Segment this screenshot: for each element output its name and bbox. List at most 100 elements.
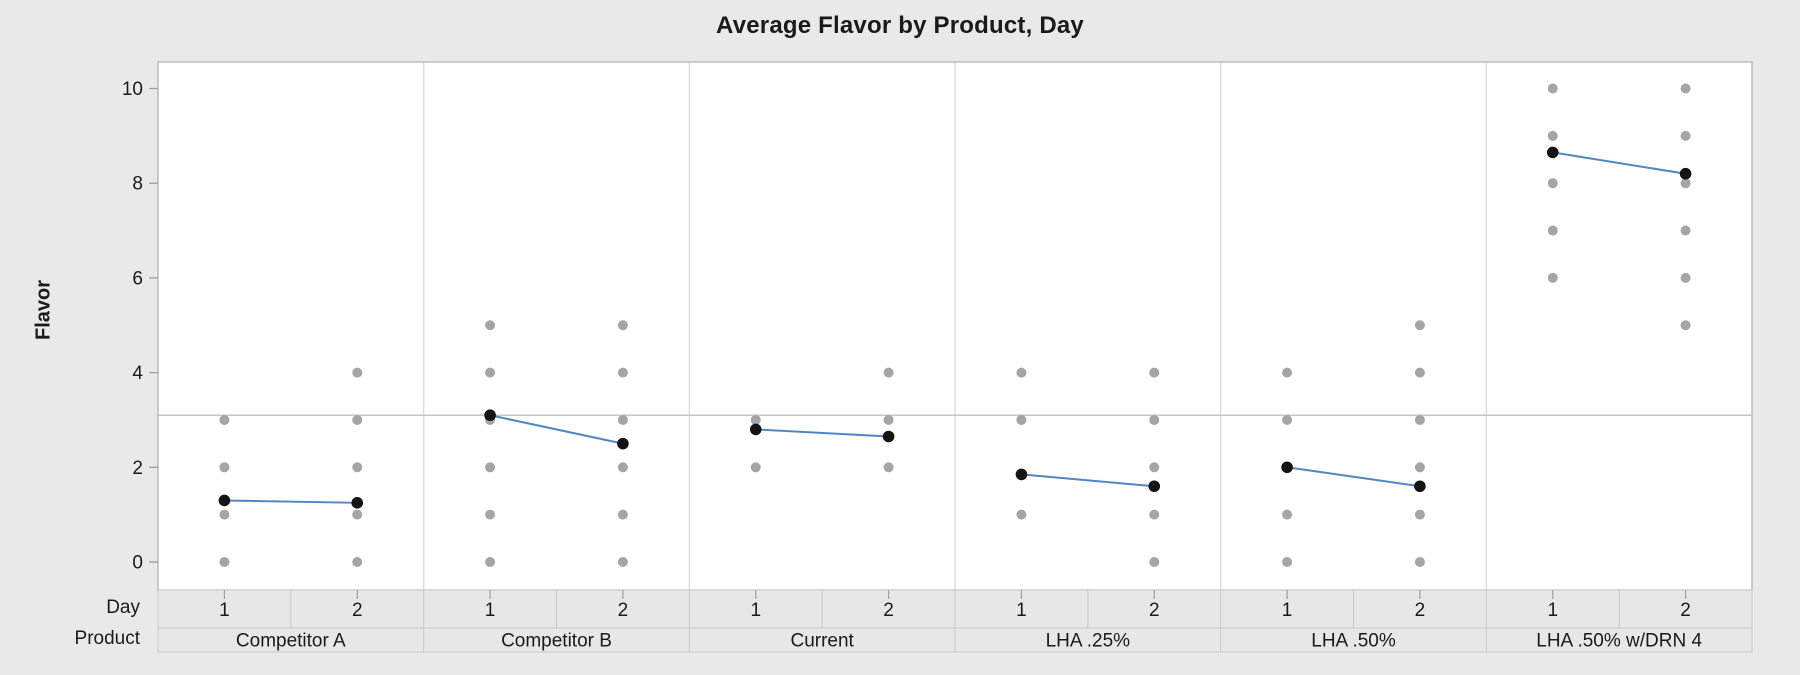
- individual-value-dot: [750, 462, 761, 473]
- day-cell-label: 1: [219, 600, 230, 621]
- individual-value-dot: [883, 462, 894, 473]
- individual-value-dot: [219, 414, 230, 425]
- product-row-label: Product: [74, 628, 140, 649]
- day-cell-label: 1: [1547, 600, 1558, 621]
- individual-value-dot: [1680, 225, 1691, 236]
- individual-value-dot: [352, 462, 363, 473]
- day-cell-label: 1: [750, 600, 761, 621]
- mean-connect-line: [1552, 151, 1686, 175]
- individual-value-dot: [1547, 178, 1558, 189]
- individual-value-dot: [1414, 509, 1425, 520]
- individual-value-dot: [1547, 225, 1558, 236]
- individual-value-dot: [485, 509, 496, 520]
- individual-value-dot: [617, 557, 628, 567]
- individual-value-dot: [617, 462, 628, 473]
- individual-value-dot: [219, 509, 230, 520]
- individual-value-dot: [1149, 414, 1160, 425]
- individual-value-dot: [1282, 414, 1293, 425]
- day-cell-label: 2: [1680, 600, 1691, 621]
- y-tick-label: 6: [132, 268, 143, 289]
- individual-value-dot: [219, 557, 230, 567]
- individual-value-dot: [1282, 509, 1293, 520]
- individual-value-dot: [219, 462, 230, 473]
- individual-value-dot: [1149, 509, 1160, 520]
- mean-dot: [882, 430, 895, 443]
- day-cell-label: 2: [352, 600, 363, 621]
- mean-dot: [218, 494, 231, 507]
- individual-value-dot: [1547, 83, 1558, 94]
- mean-dot: [1679, 167, 1692, 180]
- product-cell-label: LHA .50%: [1311, 631, 1396, 652]
- mean-dot: [617, 437, 629, 450]
- individual-value-dot: [750, 414, 761, 425]
- y-tick-label: 4: [132, 363, 143, 384]
- mean-connect-line: [489, 414, 624, 445]
- day-row-label: Day: [106, 597, 140, 618]
- mean-dot: [484, 409, 496, 422]
- individual-value-dot: [352, 509, 363, 520]
- day-cell-label: 1: [1282, 600, 1293, 621]
- individual-value-dot: [1547, 272, 1558, 283]
- individual-value-dot: [485, 320, 496, 331]
- mean-dot: [1546, 146, 1559, 159]
- mean-dot: [749, 423, 762, 436]
- mean-dot: [351, 497, 364, 509]
- individual-value-dot: [1414, 414, 1425, 425]
- individual-value-dot: [617, 367, 628, 378]
- mean-connect-line: [1021, 473, 1155, 488]
- individual-value-dot: [617, 320, 628, 331]
- mean-connect-line: [224, 499, 358, 504]
- individual-value-dot: [352, 367, 363, 378]
- individual-value-dot: [883, 414, 894, 425]
- individual-value-dot: [1680, 178, 1691, 189]
- individual-value-dot: [1414, 320, 1425, 331]
- individual-value-dot: [485, 462, 496, 473]
- mean-connect-line: [755, 428, 889, 438]
- y-tick-label: 8: [132, 174, 143, 195]
- chart-title: Average Flavor by Product, Day: [716, 12, 1084, 39]
- individual-value-dot: [1680, 130, 1691, 141]
- product-cell-label: Competitor A: [236, 631, 346, 652]
- product-cell-label: Current: [790, 631, 854, 652]
- individual-value-dot: [1149, 557, 1160, 567]
- day-cell-label: 1: [1016, 600, 1027, 621]
- individual-value-dot: [1414, 462, 1425, 473]
- individual-value-dot: [617, 509, 628, 520]
- product-cell-label: LHA .25%: [1046, 631, 1131, 652]
- day-cell-label: 2: [618, 600, 629, 621]
- day-cell-label: 2: [1149, 600, 1160, 621]
- individual-value-dot: [352, 557, 363, 567]
- individual-value-dot: [1282, 367, 1293, 378]
- day-cell-label: 2: [883, 600, 894, 621]
- mean-dot: [1414, 480, 1426, 493]
- product-cell-label: Competitor B: [501, 631, 612, 652]
- individual-value-dot: [1282, 557, 1293, 567]
- product-cell-label: LHA .50% w/DRN 4: [1536, 631, 1702, 652]
- mean-dot: [1281, 461, 1293, 474]
- mean-dot: [1148, 480, 1161, 493]
- individual-value-dot: [1547, 130, 1558, 141]
- individual-value-dot: [1414, 557, 1425, 567]
- mean-connect-line: [1286, 466, 1421, 488]
- individual-value-dot: [1680, 83, 1691, 94]
- individual-value-dot: [352, 414, 363, 425]
- day-cell-label: 1: [485, 600, 496, 621]
- individual-value-dot: [1680, 272, 1691, 283]
- individual-value-dot: [1016, 414, 1027, 425]
- individual-value-dot: [617, 414, 628, 425]
- day-cell-label: 2: [1415, 600, 1426, 621]
- individual-value-dot: [1149, 462, 1160, 473]
- mean-dot: [1015, 468, 1028, 481]
- y-tick-label: 2: [132, 458, 143, 479]
- y-tick-label: 10: [122, 79, 143, 100]
- individual-value-dot: [1149, 367, 1160, 378]
- y-tick-label: 0: [132, 553, 143, 574]
- individual-value-dot: [883, 367, 894, 378]
- individual-value-dot: [1016, 509, 1027, 520]
- individual-value-dot: [1680, 320, 1691, 331]
- individual-value-dot: [485, 367, 496, 378]
- individual-value-dot: [1414, 367, 1425, 378]
- individual-value-dot: [1016, 367, 1027, 378]
